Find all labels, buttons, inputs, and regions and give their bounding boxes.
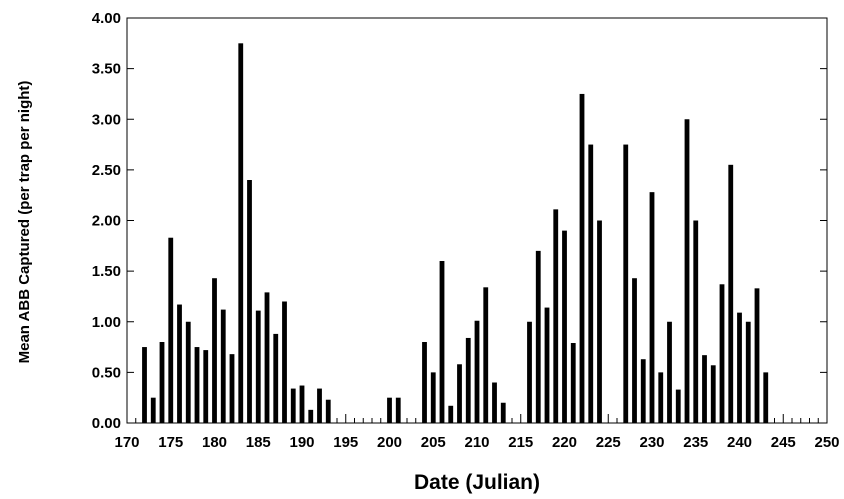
bar [238,43,244,423]
bar [387,397,392,423]
bar [693,220,699,423]
x-axis: 170 175 180 185 190 195 200 205 210 215 220 225 230 2… [114,414,840,451]
x-tick-label: 175 [158,434,183,451]
bar [675,389,681,423]
bar [185,321,191,423]
bar [150,397,156,423]
bar [282,301,287,423]
bar [299,385,305,423]
bar [273,333,279,423]
x-tick-label: 235 [683,434,708,451]
bar [177,304,182,423]
x-tick-label: 220 [552,434,577,451]
bar [448,405,454,423]
bar [597,220,602,423]
y-tick-label: 1.00 [92,314,121,331]
bar [220,309,226,423]
y-tick-label: 2.50 [92,162,121,179]
x-axis-title: Date (Julian) [414,471,540,494]
bar [203,350,209,423]
bar [667,321,672,423]
bar [229,354,235,423]
bar [737,312,742,423]
bar [710,365,716,423]
x-tick-label: 250 [814,434,839,451]
y-tick-label: 3.50 [92,61,121,78]
bar [430,372,436,423]
bar [658,372,664,423]
bar [570,343,576,423]
bar [247,180,252,423]
bar [194,347,200,423]
bar [317,388,322,423]
bar [264,292,270,423]
bar [527,321,532,423]
x-tick-label: 190 [289,434,314,451]
bar [562,230,567,423]
y-axis: 0.00 0.50 1.00 1.50 2.00 2.50 3.00 3.50 4.00 [92,10,827,432]
bar [588,144,594,423]
y-tick-label: 4.00 [92,10,121,27]
x-tick-label: 180 [202,434,227,451]
bar [579,93,585,423]
bar [632,278,637,423]
bar [255,310,261,423]
bar [745,321,751,423]
bar [702,355,707,423]
x-tick-label: 200 [377,434,402,451]
y-tick-label: 0.00 [92,415,121,432]
bar [325,399,331,423]
bar [422,342,427,423]
bar [649,192,655,423]
x-tick-label: 245 [771,434,796,451]
bar [212,278,217,423]
bar [728,164,734,423]
bar [308,409,314,423]
bar [623,144,629,423]
x-tick-label: 185 [246,434,271,451]
x-tick-label: 205 [421,434,446,451]
bar [719,284,725,423]
bar [640,359,646,423]
bar [754,288,760,423]
y-axis-title: Mean ABB Captured (per trap per night) [16,81,33,364]
y-tick-label: 1.50 [92,263,121,280]
bar [474,320,480,423]
bar [535,250,541,423]
x-tick-label: 195 [333,434,358,451]
bar [290,388,296,423]
bar [544,307,550,423]
bar [159,342,165,423]
bars-group [142,43,769,423]
bar [553,209,559,423]
bar [684,119,690,423]
bar [439,261,445,423]
bar [168,237,174,423]
bar [500,402,506,423]
x-tick-label: 225 [596,434,621,451]
y-tick-label: 3.00 [92,111,121,128]
x-tick-label: 210 [464,434,489,451]
bar [465,337,471,423]
x-tick-label: 240 [727,434,752,451]
bar [142,347,147,423]
bar [457,364,462,423]
x-tick-label: 230 [639,434,664,451]
x-tick-label: 170 [114,434,139,451]
bar [483,287,489,423]
bar [395,397,401,423]
y-tick-label: 2.00 [92,213,121,230]
bar [763,372,769,423]
bar [492,382,497,423]
y-tick-label: 0.50 [92,364,121,381]
x-tick-label: 215 [508,434,533,451]
